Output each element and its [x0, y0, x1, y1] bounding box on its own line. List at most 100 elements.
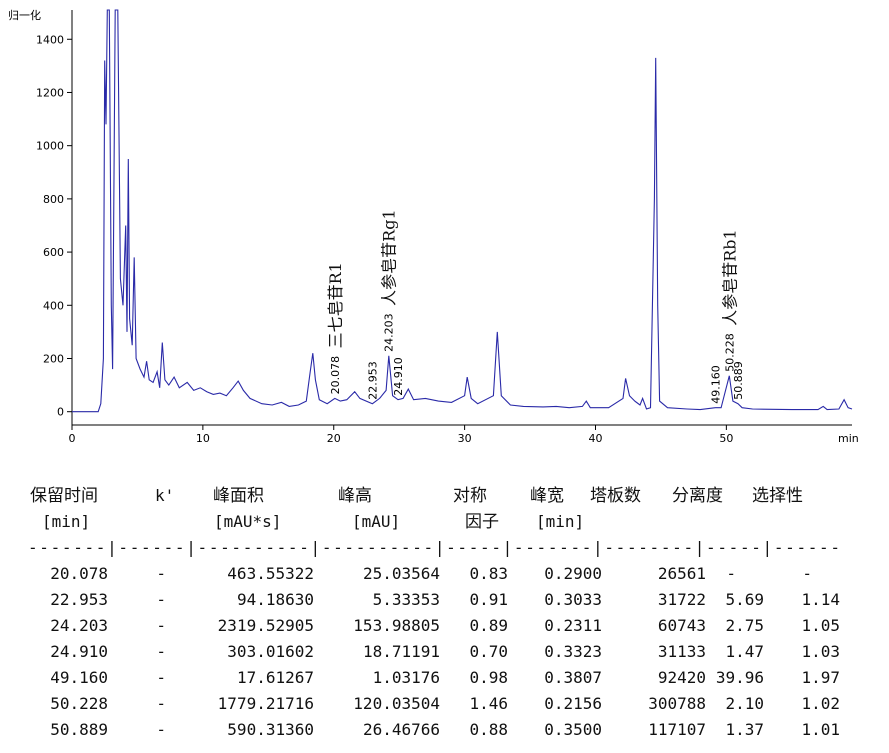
table-cell: 1.14: [801, 590, 840, 609]
table-header: 峰宽: [530, 486, 564, 506]
table-cell: 92420: [658, 668, 706, 687]
table-cell: -: [802, 564, 812, 583]
peak-label: 50.228: [723, 333, 736, 372]
trace: [72, 9, 853, 413]
table-cell: 1.97: [801, 668, 840, 687]
table-header: 峰面积: [213, 486, 264, 506]
compound-label: 人参皂苷Rg1: [380, 209, 399, 305]
table-header: [mAU*s]: [214, 512, 281, 531]
table-cell: 1.47: [725, 642, 764, 661]
table-cell: 26561: [658, 564, 706, 583]
table-cell: -: [156, 642, 166, 661]
table-header: k': [155, 486, 174, 505]
table-cell: 26.46766: [363, 720, 440, 739]
table-cell: 20.078: [50, 564, 108, 583]
table-cell: -: [156, 720, 166, 739]
table-cell: 0.3500: [544, 720, 602, 739]
y-tick-label: 200: [43, 352, 64, 365]
table-cell: 0.70: [469, 642, 508, 661]
table-cell: 50.228: [50, 694, 108, 713]
peak-label: 20.078: [329, 356, 342, 395]
compound-label: 人参皂苷Rb1: [720, 229, 739, 325]
table-cell: 120.03504: [353, 694, 440, 713]
y-tick-label: 400: [43, 299, 64, 312]
table-header: 保留时间: [30, 486, 98, 506]
table-cell: -: [156, 564, 166, 583]
table-cell: 18.71191: [363, 642, 440, 661]
y-tick-label: 1400: [36, 33, 64, 46]
table-cell: 1.02: [801, 694, 840, 713]
table-cell: 31133: [658, 642, 706, 661]
table-cell: 1.03: [801, 642, 840, 661]
table-cell: 5.33353: [373, 590, 440, 609]
table-cell: 0.88: [469, 720, 508, 739]
table-cell: 0.98: [469, 668, 508, 687]
compound-label: 三七皂苷R1: [326, 262, 345, 348]
table-cell: 24.203: [50, 616, 108, 635]
table-cell: 49.160: [50, 668, 108, 687]
table-cell: 2.10: [725, 694, 764, 713]
table-cell: 1779.21716: [218, 694, 314, 713]
table-cell: -: [156, 616, 166, 635]
table-cell: 117107: [648, 720, 706, 739]
table-cell: 463.55322: [227, 564, 314, 583]
table-cell: 1.01: [801, 720, 840, 739]
table-cell: 1.05: [801, 616, 840, 635]
table-cell: 0.83: [469, 564, 508, 583]
x-tick-label: 0: [69, 432, 76, 445]
table-cell: 17.61267: [237, 668, 314, 687]
table-cell: 22.953: [50, 590, 108, 609]
table-cell: 0.3323: [544, 642, 602, 661]
peak-label: 24.910: [392, 357, 405, 396]
x-tick-label: 30: [458, 432, 472, 445]
table-cell: 0.3807: [544, 668, 602, 687]
table-cell: 50.889: [50, 720, 108, 739]
y-tick-label: 1000: [36, 140, 64, 153]
table-cell: 0.89: [469, 616, 508, 635]
table-header: 分离度: [672, 486, 723, 506]
table-cell: 590.31360: [227, 720, 314, 739]
y-tick-label: 1200: [36, 86, 64, 99]
table-header: 峰高: [338, 486, 372, 506]
table-header: [mAU]: [352, 512, 400, 531]
y-label: 归一化: [8, 8, 41, 22]
table-cell: -: [156, 590, 166, 609]
y-tick-label: 800: [43, 193, 64, 206]
table-cell: -: [726, 564, 736, 583]
table-cell: 39.96: [716, 668, 764, 687]
x-tick-label: 40: [588, 432, 602, 445]
peak-label: 22.953: [366, 361, 379, 400]
table-cell: 1.46: [469, 694, 508, 713]
table-cell: 2319.52905: [218, 616, 314, 635]
table-separator: -------|------|----------|----------|---…: [28, 538, 840, 557]
table-cell: 1.37: [725, 720, 764, 739]
x-label: min: [838, 432, 859, 445]
table-cell: 24.910: [50, 642, 108, 661]
x-tick-label: 20: [327, 432, 341, 445]
peak-label: 50.889: [732, 361, 745, 400]
table-cell: 153.98805: [353, 616, 440, 635]
table-header: [min]: [536, 512, 584, 531]
table-cell: 25.03564: [363, 564, 440, 583]
table-header: 对称: [453, 486, 487, 506]
peak-label: 49.160: [709, 365, 722, 404]
table-cell: 1.03176: [373, 668, 440, 687]
x-tick-label: 10: [196, 432, 210, 445]
table-cell: 0.91: [469, 590, 508, 609]
table-cell: 303.01602: [227, 642, 314, 661]
table-cell: 0.2311: [544, 616, 602, 635]
table-cell: 2.75: [725, 616, 764, 635]
table-header: 选择性: [752, 486, 803, 506]
table-cell: 94.18630: [237, 590, 314, 609]
table-cell: 0.2156: [544, 694, 602, 713]
table-cell: -: [156, 668, 166, 687]
table-header: 因子: [465, 512, 499, 532]
table-cell: 60743: [658, 616, 706, 635]
x-tick-label: 50: [719, 432, 733, 445]
table-cell: 31722: [658, 590, 706, 609]
table-cell: 300788: [648, 694, 706, 713]
table-cell: 0.3033: [544, 590, 602, 609]
y-tick-label: 600: [43, 246, 64, 259]
table-cell: -: [156, 694, 166, 713]
